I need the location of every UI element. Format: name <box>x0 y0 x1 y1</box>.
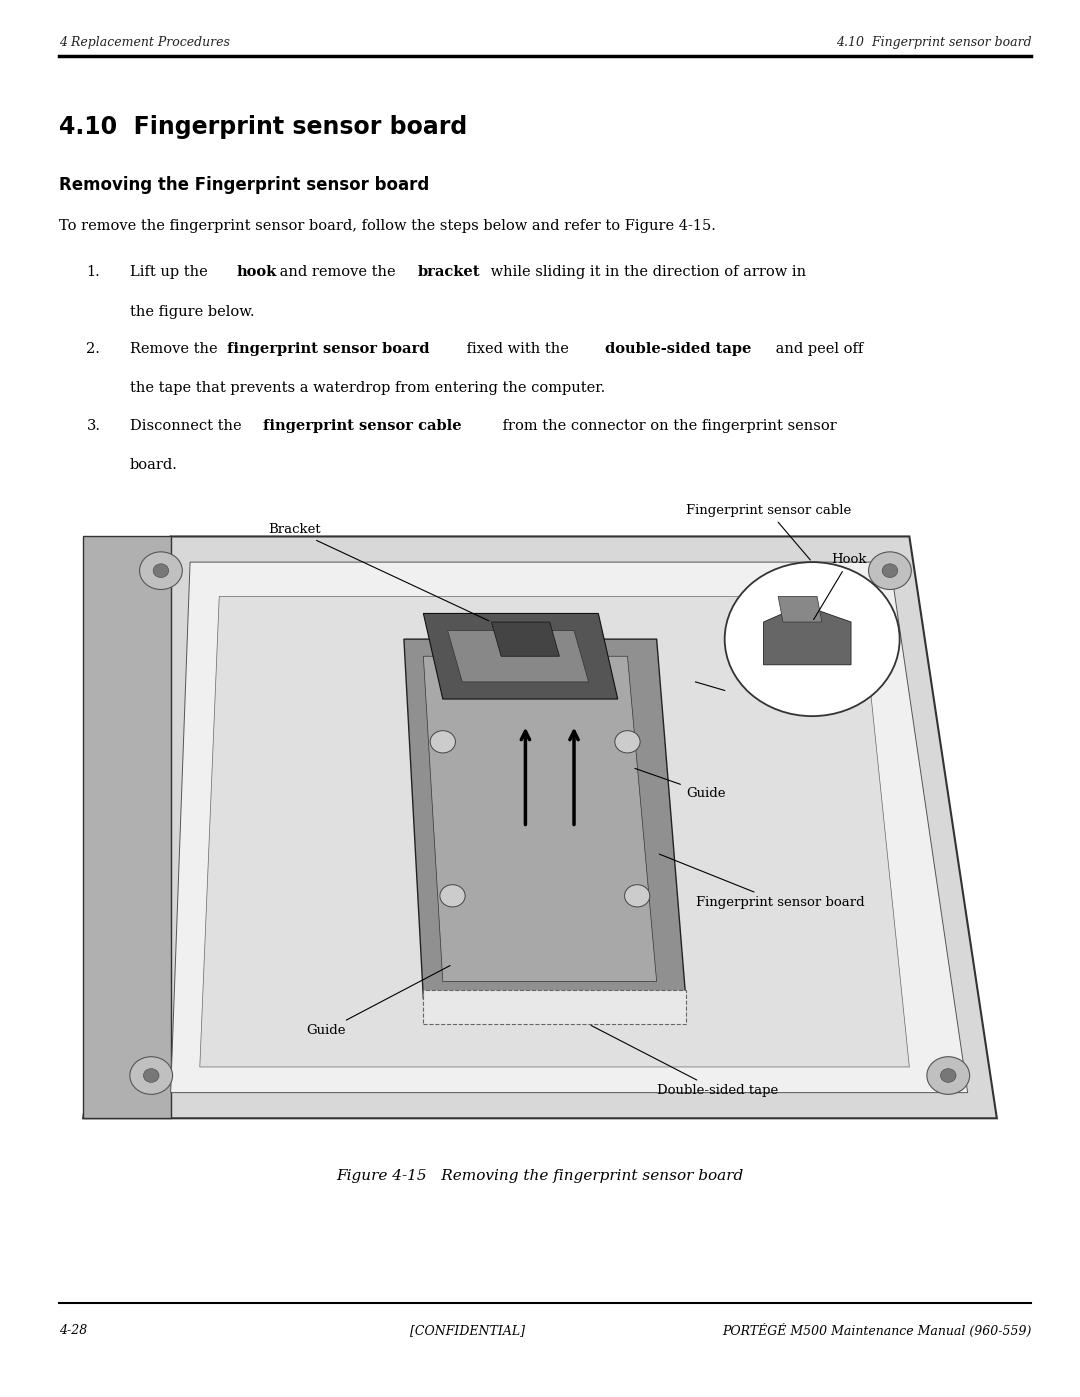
Text: Disconnect the: Disconnect the <box>130 419 246 433</box>
Text: board.: board. <box>130 458 177 472</box>
Text: Hook: Hook <box>813 553 867 620</box>
Text: fixed with the: fixed with the <box>462 342 573 356</box>
Circle shape <box>882 564 897 577</box>
Text: 4 Replacement Procedures: 4 Replacement Procedures <box>59 36 230 49</box>
Polygon shape <box>200 597 909 1067</box>
Text: [CONFIDENTIAL]: [CONFIDENTIAL] <box>410 1324 525 1337</box>
Text: Fingerprint sensor cable: Fingerprint sensor cable <box>686 504 851 560</box>
Circle shape <box>144 1069 159 1083</box>
Circle shape <box>153 564 168 577</box>
Text: PORTÉGÉ M500 Maintenance Manual (960-559): PORTÉGÉ M500 Maintenance Manual (960-559… <box>723 1324 1031 1338</box>
Text: from the connector on the fingerprint sensor: from the connector on the fingerprint se… <box>498 419 837 433</box>
Circle shape <box>130 1056 173 1094</box>
Polygon shape <box>423 990 686 1024</box>
Polygon shape <box>423 657 657 982</box>
Polygon shape <box>404 640 686 999</box>
Text: Lift up the: Lift up the <box>130 265 212 279</box>
Text: hook: hook <box>237 265 276 279</box>
Circle shape <box>139 552 183 590</box>
Text: Removing the Fingerprint sensor board: Removing the Fingerprint sensor board <box>59 176 430 194</box>
Polygon shape <box>764 605 851 665</box>
Text: and remove the: and remove the <box>275 265 401 279</box>
Polygon shape <box>778 597 822 622</box>
Text: and peel off: and peel off <box>771 342 863 356</box>
Text: 4-28: 4-28 <box>59 1324 87 1337</box>
Text: fingerprint sensor cable: fingerprint sensor cable <box>264 419 461 433</box>
Text: fingerprint sensor board: fingerprint sensor board <box>228 342 430 356</box>
Circle shape <box>725 562 900 717</box>
Circle shape <box>927 1056 970 1094</box>
Polygon shape <box>171 562 968 1092</box>
Text: the figure below.: the figure below. <box>130 305 254 319</box>
Polygon shape <box>83 536 171 1118</box>
Text: 4.10  Fingerprint sensor board: 4.10 Fingerprint sensor board <box>836 36 1031 49</box>
Circle shape <box>430 731 456 753</box>
Text: 2.: 2. <box>86 342 100 356</box>
Text: double-sided tape: double-sided tape <box>605 342 751 356</box>
Circle shape <box>440 884 465 907</box>
Polygon shape <box>447 630 589 682</box>
Circle shape <box>941 1069 956 1083</box>
Text: 3.: 3. <box>86 419 100 433</box>
Text: bracket: bracket <box>418 265 481 279</box>
Text: while sliding it in the direction of arrow in: while sliding it in the direction of arr… <box>486 265 807 279</box>
Text: Bracket: Bracket <box>268 524 489 620</box>
Circle shape <box>624 884 650 907</box>
Text: Double-sided tape: Double-sided tape <box>591 1025 778 1097</box>
Text: 1.: 1. <box>86 265 100 279</box>
Text: Fingerprint sensor board: Fingerprint sensor board <box>659 854 864 909</box>
Text: 4.10  Fingerprint sensor board: 4.10 Fingerprint sensor board <box>59 115 468 138</box>
Text: Figure 4-15   Removing the fingerprint sensor board: Figure 4-15 Removing the fingerprint sen… <box>336 1169 744 1183</box>
Circle shape <box>868 552 912 590</box>
Polygon shape <box>491 622 559 657</box>
Polygon shape <box>423 613 618 698</box>
Text: Remove the: Remove the <box>130 342 221 356</box>
Text: Guide: Guide <box>307 965 450 1037</box>
Polygon shape <box>83 536 997 1118</box>
Text: Guide: Guide <box>635 768 726 799</box>
Text: the tape that prevents a waterdrop from entering the computer.: the tape that prevents a waterdrop from … <box>130 381 605 395</box>
Text: To remove the fingerprint sensor board, follow the steps below and refer to Figu: To remove the fingerprint sensor board, … <box>59 219 716 233</box>
Circle shape <box>615 731 640 753</box>
